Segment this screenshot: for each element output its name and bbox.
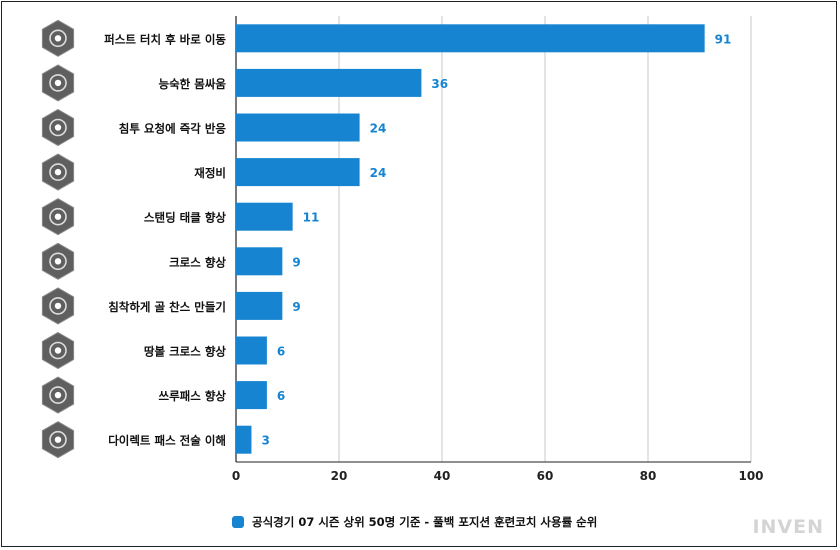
bar [236,202,293,231]
category-label: 침착하게 골 찬스 만들기 [108,300,226,314]
x-tick-label: 40 [434,469,451,483]
value-label: 6 [277,389,285,403]
bar [236,24,705,53]
bar [236,291,283,320]
through-pass-icon [41,376,75,414]
category-label: 다이렉트 패스 전술 이해 [108,434,226,448]
category-label: 퍼스트 터치 후 바로 이동 [104,32,226,46]
x-tick-label: 0 [232,469,240,483]
x-tick-label: 60 [537,469,554,483]
x-tick-label: 100 [738,469,763,483]
bar [236,158,360,187]
value-label: 36 [431,77,448,91]
recovery-icon [41,153,75,191]
value-label: 6 [277,345,285,359]
value-label: 91 [715,32,732,46]
legend: 공식경기 07 시즌 상위 50명 기준 - 풀백 포지션 훈련코치 사용률 순… [232,514,597,530]
category-label: 크로스 향상 [169,255,226,269]
category-label: 쓰루패스 향상 [159,389,227,403]
value-label: 9 [292,255,300,269]
value-label: 11 [303,211,320,225]
composure-icon [41,287,75,325]
category-label: 스탠딩 태클 향상 [144,211,226,225]
bar [236,68,422,97]
value-label: 3 [261,434,269,448]
x-tick-label: 20 [331,469,348,483]
low-cross-icon [41,331,75,370]
value-label: 9 [292,300,300,314]
value-label: 24 [370,166,387,180]
legend-label: 공식경기 07 시즌 상위 50명 기준 - 풀백 포지션 훈련코치 사용률 순… [252,515,598,529]
category-label: 땅볼 크로스 향상 [144,345,226,359]
bar [236,113,360,142]
bar [236,425,252,454]
category-label: 침투 요청에 즉각 반응 [119,122,227,136]
legend-swatch [232,516,244,528]
bar [236,247,283,276]
direct-pass-icon [41,421,75,459]
physical-battle-icon [41,64,75,102]
x-tick-label: 80 [640,469,657,483]
bar [236,336,267,365]
value-label: 24 [370,122,387,136]
run-request-icon [41,108,75,147]
cross-icon [41,242,75,280]
bar [236,381,267,410]
inven-watermark: INVEN [752,516,824,538]
category-label: 능숙한 몸싸움 [159,77,227,91]
tackle-icon [41,198,75,236]
category-label: 재정비 [194,166,226,180]
first-touch-icon [41,19,75,57]
